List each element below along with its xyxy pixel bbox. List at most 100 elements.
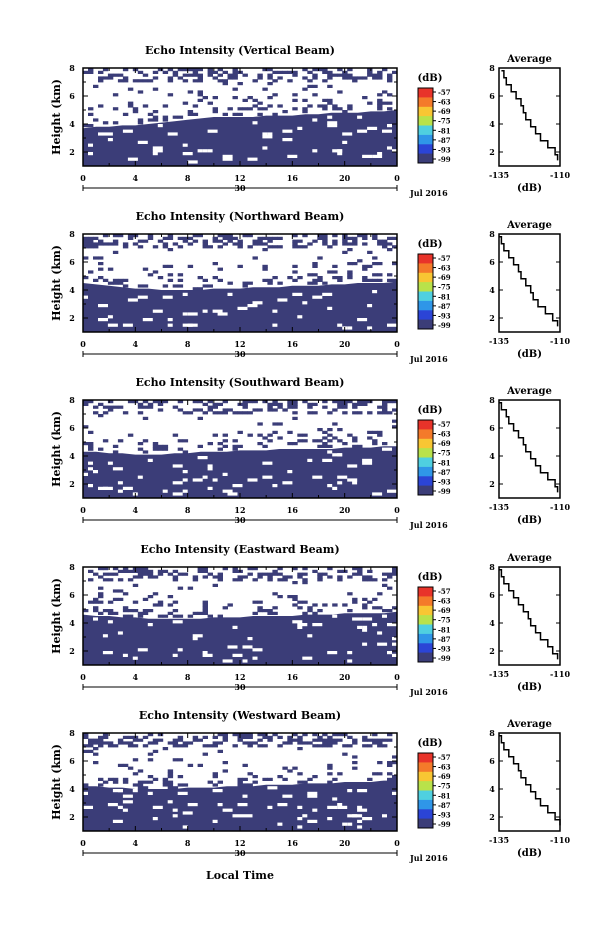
echo-cell [392, 262, 398, 266]
echo-cell [93, 752, 99, 756]
echo-gap [207, 467, 213, 471]
echo-cell [147, 780, 154, 784]
echo-cell [162, 444, 169, 448]
echo-gap [302, 301, 308, 305]
echo-gap [277, 822, 283, 826]
echo-cell [212, 744, 218, 748]
echo-cell [352, 411, 358, 415]
echo-gap [222, 157, 233, 161]
echo-cell [107, 400, 114, 404]
echo-gap [252, 648, 263, 652]
echo-cell [382, 239, 388, 243]
echo-cell [202, 245, 208, 249]
echo-cell [342, 752, 348, 756]
echo-cell [392, 278, 398, 282]
echo-cell [132, 242, 139, 246]
echo-cell [117, 73, 124, 77]
echo-cell [98, 738, 104, 742]
echo-cell [177, 572, 184, 576]
echo-cell [102, 234, 109, 238]
echo-cell [222, 70, 228, 74]
echo-cell [292, 270, 298, 274]
echo-cell [297, 747, 303, 751]
average-x-label: (dB) [517, 682, 542, 693]
echo-cell [307, 104, 313, 108]
echo-cell [192, 287, 199, 291]
echo-cell [337, 405, 343, 409]
echo-cell [182, 236, 189, 240]
echo-gap [83, 805, 93, 809]
echo-cell [267, 68, 273, 72]
echo-cell [147, 741, 154, 745]
x-tick-label: 4 [133, 505, 139, 515]
echo-gap [237, 484, 243, 488]
echo-gap [207, 149, 213, 153]
echo-gap [327, 121, 338, 125]
colorbar-tick-label: -99 [438, 487, 451, 496]
echo-cell [322, 405, 328, 409]
echo-cell [262, 436, 268, 440]
echo-cell [88, 569, 94, 573]
echo-cell [362, 276, 368, 280]
echo-cell [222, 769, 228, 773]
echo-gap [132, 656, 138, 660]
echo-cell [352, 236, 358, 240]
echo-gap [232, 625, 238, 629]
echo-cell [83, 276, 89, 280]
echo-cell [212, 107, 218, 111]
echo-cell [227, 236, 233, 240]
colorbar-segment [418, 429, 433, 440]
echo-gap [357, 318, 368, 322]
echo-cell [252, 256, 258, 260]
echo-cell [257, 575, 263, 579]
echo-cell [322, 436, 328, 440]
echo-cell [372, 597, 378, 601]
echo-cell [367, 575, 373, 579]
colorbar-segment [418, 753, 433, 763]
echo-cell [252, 242, 258, 246]
echo-gap [117, 789, 123, 793]
echo-cell [357, 400, 363, 404]
echo-cell [327, 98, 333, 102]
y-axis-label: Height (km) [50, 79, 63, 155]
echo-cell [197, 79, 203, 83]
echo-gap [337, 481, 343, 485]
echo-cell [147, 572, 154, 576]
average-y-tick-label: 8 [489, 229, 495, 239]
echo-cell [247, 107, 253, 111]
echo-cell [167, 234, 174, 238]
echo-cell [252, 400, 258, 404]
echo-cell [302, 439, 308, 443]
echo-cell [257, 408, 263, 412]
echo-cell [367, 738, 373, 742]
echo-gap [387, 146, 392, 150]
echo-cell [327, 76, 333, 80]
echo-cell [242, 733, 248, 737]
colorbar-tick-label: -63 [438, 430, 451, 439]
echo-cell [292, 733, 298, 737]
echo-cell [332, 777, 338, 781]
echo-cell [322, 104, 328, 108]
echo-cell [167, 572, 174, 576]
echo-cell [367, 264, 373, 268]
echo-cell [387, 400, 393, 404]
echo-gap [187, 312, 198, 316]
echo-cell [292, 442, 298, 446]
echo-cell [122, 614, 129, 618]
echo-cell [157, 408, 164, 412]
echo-gap [287, 154, 298, 158]
echo-cell [267, 104, 273, 108]
echo-cell [332, 104, 338, 108]
echo-cell [347, 262, 353, 266]
echo-cell [247, 572, 253, 576]
echo-cell [137, 575, 144, 579]
echo-cell [122, 567, 129, 571]
echo-gap [237, 306, 248, 310]
echo-cell [197, 98, 203, 102]
echo-cell [83, 749, 89, 753]
echo-cell [257, 236, 263, 240]
echo-gap [312, 149, 318, 153]
echo-cell [88, 70, 94, 74]
echo-cell [172, 242, 179, 246]
echo-cell [93, 600, 99, 604]
